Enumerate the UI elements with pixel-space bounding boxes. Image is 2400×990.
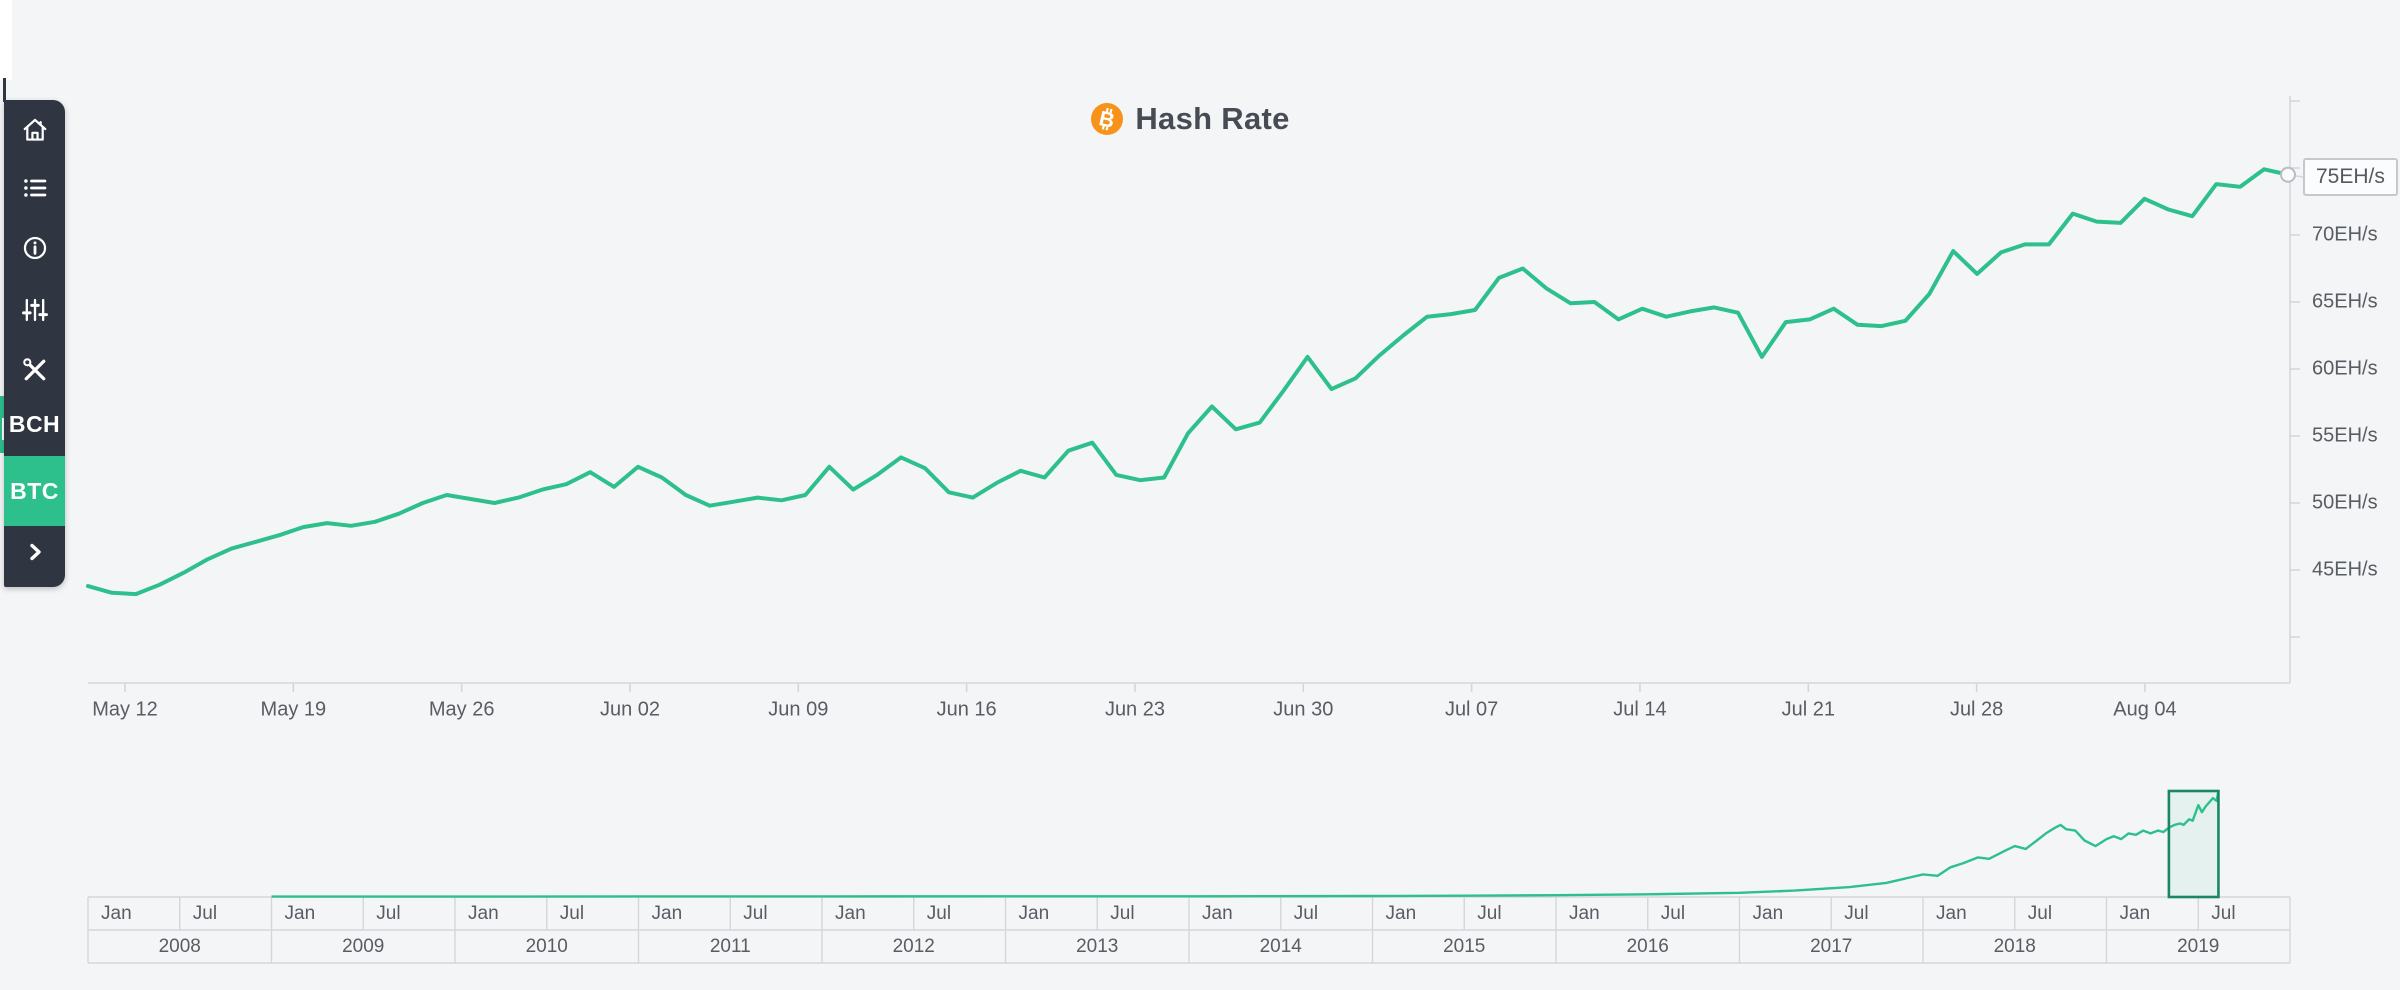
nav-month-label: Jan xyxy=(1569,903,1600,924)
left-edge-panel-fragment xyxy=(0,0,12,80)
x-axis-label: May 19 xyxy=(260,698,327,721)
nav-year-label: 2014 xyxy=(1259,936,1302,957)
nav-month-label: Jan xyxy=(1752,903,1784,924)
nav-year-label: 2018 xyxy=(1993,936,2036,957)
x-axis-label: Jun 23 xyxy=(1104,698,1165,721)
y-axis-label: 70EH/s xyxy=(2312,223,2378,246)
y-axis-label: 60EH/s xyxy=(2312,357,2378,380)
sliders-icon xyxy=(21,298,48,322)
nav-month-label: Jul xyxy=(743,903,768,924)
nav-year-label: 2008 xyxy=(158,936,201,957)
nav-month-label: Jul xyxy=(1660,903,1686,924)
coin-tab-btc[interactable]: BTC xyxy=(4,456,65,526)
x-axis-label: Jun 09 xyxy=(768,698,829,721)
nav-year-label: 2019 xyxy=(2177,936,2220,957)
nav-month-label: Jan xyxy=(2119,903,2151,924)
navigator-selection-window[interactable] xyxy=(2167,789,2220,899)
nav-year-label: 2012 xyxy=(892,936,935,957)
x-axis-label: May 12 xyxy=(92,698,158,721)
x-axis-label: Jul 28 xyxy=(1949,698,2004,721)
offscreen-coin-tab-fragment xyxy=(0,396,6,453)
nav-year-label: 2009 xyxy=(342,936,385,957)
coin-tab-bch-label: BCH xyxy=(8,410,61,437)
y-axis-label: 55EH/s xyxy=(2312,424,2378,447)
sidebar: BCH BTC xyxy=(4,100,65,587)
nav-month-label: Jul xyxy=(559,903,585,924)
nav-year-label: 2017 xyxy=(1810,936,1853,957)
offscreen-coin-tab-mark xyxy=(2,418,5,440)
nav-month-label: Jul xyxy=(1477,903,1502,924)
nav-year-label: 2016 xyxy=(1626,936,1669,957)
x-axis-label: Jul 07 xyxy=(1444,698,1499,721)
nav-month-label: Jul xyxy=(192,903,218,924)
nav-month-label: Jul xyxy=(2027,903,2053,924)
chevron-right-icon xyxy=(29,543,41,561)
nav-year-label: 2011 xyxy=(709,936,751,957)
nav-month-label: Jan xyxy=(835,903,866,924)
x-axis-label: Jun 16 xyxy=(936,698,997,721)
info-icon xyxy=(23,236,46,260)
nav-month-label: Jul xyxy=(2211,903,2236,924)
x-axis-label: Jun 02 xyxy=(599,698,661,721)
nav-month-label: Jan xyxy=(651,903,683,924)
nav-year-label: 2010 xyxy=(525,936,568,957)
sidebar-tools-button[interactable] xyxy=(4,346,65,394)
nav-month-label: Jan xyxy=(101,903,132,924)
y-axis-label: 65EH/s xyxy=(2312,290,2378,313)
nav-month-label: Jan xyxy=(468,903,499,924)
x-axis-label: Jun 30 xyxy=(1273,698,1334,721)
y-axis-label: 50EH/s xyxy=(2312,491,2378,514)
nav-year-label: 2015 xyxy=(1443,936,1486,957)
hashrate-line-series[interactable] xyxy=(86,167,2290,597)
last-value-label: 75EH/s xyxy=(2303,158,2398,196)
sidebar-info-button[interactable] xyxy=(4,224,65,272)
nav-month-label: Jul xyxy=(1844,903,1869,924)
nav-month-label: Jan xyxy=(1018,903,1050,924)
x-axis-label: Jul 14 xyxy=(1613,698,1667,721)
nav-month-label: Jan xyxy=(1202,903,1233,924)
nav-month-label: Jan xyxy=(284,903,316,924)
coin-tab-btc-label: BTC xyxy=(10,477,59,504)
x-axis-label: Jul 21 xyxy=(1781,698,1835,721)
navigator-line-series xyxy=(271,790,2220,898)
nav-month-label: Jul xyxy=(1293,903,1319,924)
nav-month-label: Jul xyxy=(376,903,401,924)
left-edge-divider-fragment xyxy=(3,78,6,102)
nav-year-label: 2013 xyxy=(1076,936,1119,957)
sidebar-collapse-button[interactable] xyxy=(4,528,65,576)
y-axis-label: 45EH/s xyxy=(2312,558,2378,581)
home-icon xyxy=(23,118,46,141)
coin-tab-bch[interactable]: BCH xyxy=(4,396,65,452)
nav-month-label: Jul xyxy=(926,903,952,924)
x-axis-label: May 26 xyxy=(428,698,495,721)
sidebar-home-button[interactable] xyxy=(4,106,65,154)
sidebar-settings-button[interactable] xyxy=(4,286,65,334)
last-value-marker xyxy=(2280,166,2296,183)
nav-month-label: Jul xyxy=(1110,903,1135,924)
sidebar-list-button[interactable] xyxy=(4,164,65,212)
list-icon xyxy=(23,179,46,197)
tools-icon xyxy=(22,358,45,381)
nav-month-label: Jan xyxy=(1936,903,1967,924)
x-axis-label: Aug 04 xyxy=(2113,698,2177,721)
nav-month-label: Jan xyxy=(1385,903,1417,924)
